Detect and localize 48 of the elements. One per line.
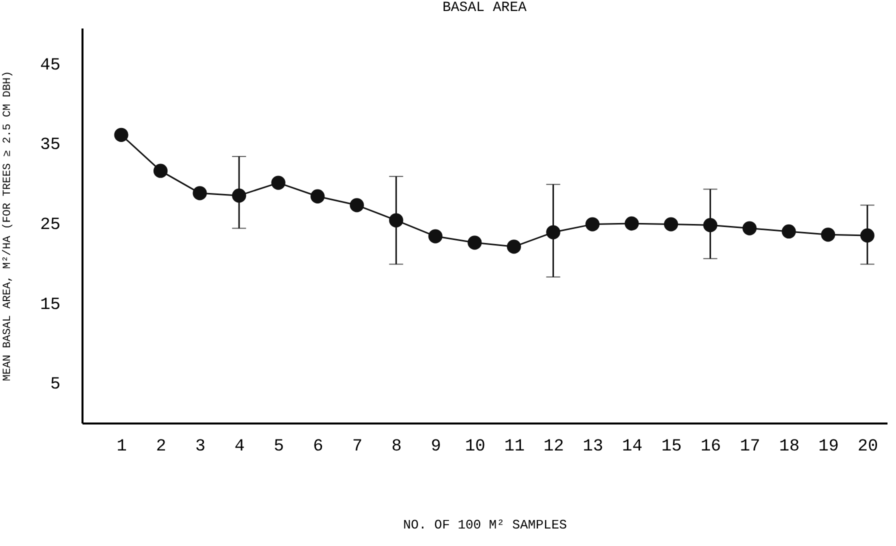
point <box>782 224 796 239</box>
x-tick-label: 14 <box>622 438 642 456</box>
x-tick-label: 10 <box>464 438 486 456</box>
point <box>428 229 442 244</box>
point <box>585 217 600 232</box>
point <box>860 228 874 243</box>
point <box>232 188 246 203</box>
x-tick-label: 5 <box>274 438 284 456</box>
x-tick-label: 7 <box>352 438 362 456</box>
y-tick-label: 45 <box>40 56 60 76</box>
x-tick-label: 12 <box>544 438 564 456</box>
x-tick-label: 16 <box>700 438 721 456</box>
x-tick-label: 17 <box>740 438 760 456</box>
point <box>310 189 325 204</box>
x-tick-label: 18 <box>779 438 800 456</box>
x-tick-label: 19 <box>818 438 839 456</box>
point <box>389 213 404 228</box>
x-tick-label: 11 <box>504 438 525 456</box>
point <box>114 128 128 142</box>
x-tick-label: 1 <box>116 438 127 456</box>
x-tick-label: 13 <box>582 438 604 456</box>
x-tick-label: 2 <box>156 438 166 456</box>
point <box>546 225 560 240</box>
chart-title: BASAL AREA <box>442 0 528 16</box>
point <box>664 217 678 232</box>
point <box>153 164 168 178</box>
point <box>624 216 639 231</box>
point <box>703 218 718 232</box>
point <box>821 228 836 242</box>
point <box>350 198 364 212</box>
y-tick-label: 25 <box>40 216 60 236</box>
y-tick-label: 5 <box>50 376 60 395</box>
y-axis-title: MEAN BASAL AREA, M²/HA (FOR TREES ≥ 2.5 CM DBH) <box>2 70 14 382</box>
x-tick-label: 9 <box>430 438 442 456</box>
x-tick-label: 3 <box>195 438 206 456</box>
x-tick-label: 4 <box>234 438 245 456</box>
x-tick-label: 20 <box>858 438 878 456</box>
x-tick-label: 6 <box>313 438 324 456</box>
x-tick-label: 8 <box>392 438 402 456</box>
x-axis-title: NO. OF 100 M² SAMPLES <box>403 518 568 532</box>
y-tick-label: 35 <box>40 136 60 156</box>
y-tick-label: 15 <box>40 296 60 315</box>
point <box>271 176 286 190</box>
point <box>468 236 482 250</box>
x-tick-label: 15 <box>661 438 682 456</box>
point <box>192 186 207 200</box>
point <box>506 240 522 254</box>
point <box>742 221 757 236</box>
